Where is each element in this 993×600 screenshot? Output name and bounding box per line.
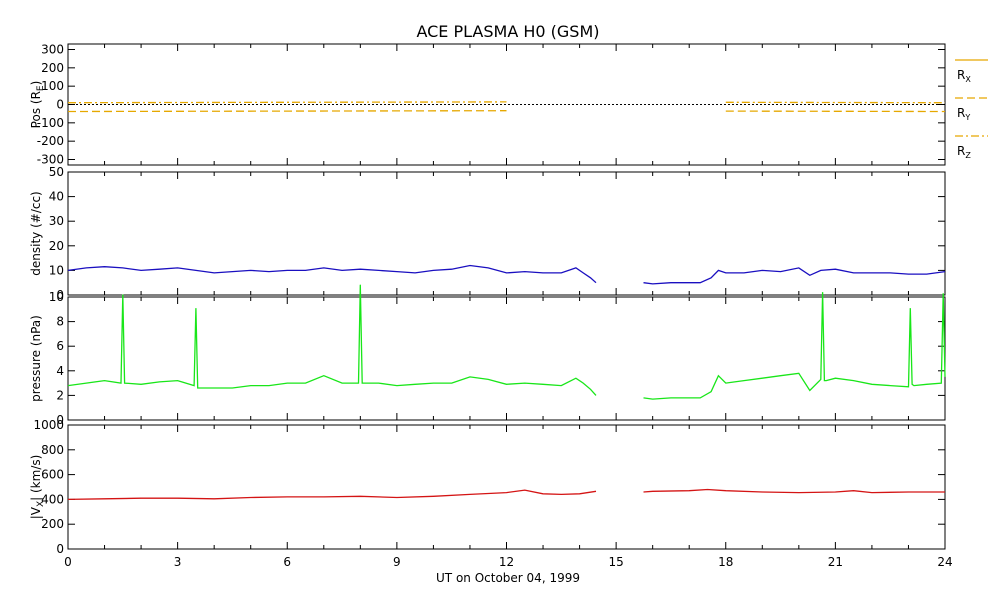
x-tick-label: 9 bbox=[393, 555, 401, 569]
panel-pos: 300 200 100 0 -100 -200 -300 Pos (RE) bbox=[29, 43, 946, 167]
series-line-density-0 bbox=[67, 264, 946, 285]
y-tick-label: 200 bbox=[41, 517, 64, 531]
panel-frame bbox=[67, 171, 946, 296]
y-tick-label: 0 bbox=[56, 413, 64, 427]
x-tick-label: 15 bbox=[608, 555, 623, 569]
y-tick-label: 0 bbox=[56, 542, 64, 556]
y-tick-label: 800 bbox=[41, 443, 64, 457]
y-axis-title: pressure (nPa) bbox=[29, 315, 43, 402]
panel-frame bbox=[67, 296, 946, 421]
x-tick-label: 18 bbox=[718, 555, 733, 569]
y-tick-label: 600 bbox=[41, 468, 64, 482]
y-tick-label: 10 bbox=[49, 263, 64, 277]
series-line-pressure-0 bbox=[67, 284, 946, 400]
series-line-pos-2 bbox=[67, 101, 946, 104]
y-tick-label: 1000 bbox=[33, 418, 64, 432]
y-tick-label: 0 bbox=[56, 288, 64, 302]
chart-title: ACE PLASMA H0 (GSM) bbox=[416, 22, 599, 41]
y-tick-label: 40 bbox=[49, 190, 64, 204]
panel-pressure: 10 8 6 4 2 0 pressure (nPa) bbox=[29, 284, 946, 427]
y-tick-label: 200 bbox=[41, 61, 64, 75]
legend-entry-Y: RY bbox=[957, 106, 970, 122]
y-axis-title: density (#/cc) bbox=[29, 191, 43, 275]
y-tick-label: 6 bbox=[56, 339, 64, 353]
y-tick-label: 4 bbox=[56, 364, 64, 378]
y-tick-label: 30 bbox=[49, 214, 64, 228]
x-tick-label: 12 bbox=[499, 555, 514, 569]
legend-entry-X: RX bbox=[957, 68, 971, 84]
x-tick-label: 21 bbox=[828, 555, 843, 569]
y-axis-title: Pos (RE) bbox=[29, 81, 46, 129]
legend-entry-Z: RZ bbox=[957, 144, 971, 160]
x-tick-label: 3 bbox=[174, 555, 182, 569]
y-tick-label: -100 bbox=[37, 116, 64, 130]
y-tick-label: -200 bbox=[37, 134, 64, 148]
series-line-pos-1 bbox=[67, 110, 946, 113]
x-tick-label: 6 bbox=[283, 555, 291, 569]
y-tick-label: 300 bbox=[41, 43, 64, 57]
y-tick-label: 8 bbox=[56, 315, 64, 329]
y-tick-label: 20 bbox=[49, 239, 64, 253]
y-tick-label: 400 bbox=[41, 492, 64, 506]
x-axis-title: UT on October 04, 1999 bbox=[436, 571, 580, 585]
panel-frame bbox=[67, 424, 946, 550]
y-tick-label: 0 bbox=[56, 98, 64, 112]
x-tick-label: 24 bbox=[937, 555, 952, 569]
y-tick-label: 10 bbox=[49, 290, 64, 304]
y-tick-label: 100 bbox=[41, 79, 64, 93]
panel-vx: 1000 800 600 400 200 0 |VX| (km/s) 0 3 6 9 12 15 18 21… bbox=[29, 418, 953, 569]
y-tick-label: 2 bbox=[56, 388, 64, 402]
y-axis-title: |VX| (km/s) bbox=[29, 455, 46, 520]
x-tick-label: 0 bbox=[64, 555, 72, 569]
series-line-vx-0 bbox=[67, 488, 945, 501]
y-tick-label: 50 bbox=[49, 165, 64, 179]
y-tick-label: -300 bbox=[37, 153, 64, 167]
legend: RX RY RZ bbox=[955, 59, 988, 160]
